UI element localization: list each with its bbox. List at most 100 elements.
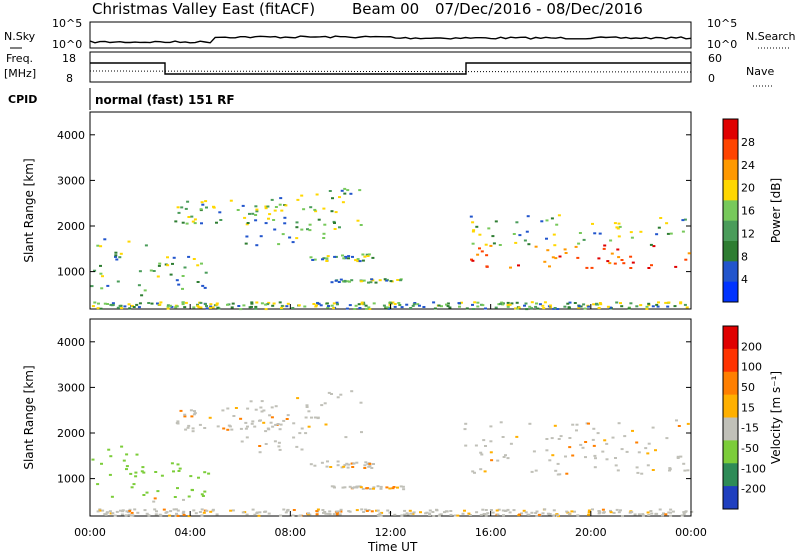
data-cell bbox=[296, 198, 300, 201]
data-cell bbox=[492, 242, 496, 245]
data-cell bbox=[166, 304, 170, 307]
data-cell bbox=[480, 453, 484, 456]
data-cell bbox=[592, 444, 596, 447]
data-cell bbox=[480, 250, 484, 253]
data-cell bbox=[587, 511, 591, 514]
data-cell bbox=[686, 422, 690, 425]
noise-left-label: N.Sky bbox=[4, 30, 36, 43]
data-cell bbox=[484, 509, 488, 511]
data-cell bbox=[365, 487, 369, 490]
data-cell bbox=[618, 225, 622, 228]
power-colorbar: 28 24 20 16 12 8 4 Power [dB] bbox=[722, 118, 783, 303]
data-cell bbox=[138, 270, 142, 273]
data-cell bbox=[514, 307, 518, 310]
data-cell bbox=[184, 301, 188, 304]
data-cell bbox=[612, 511, 616, 514]
data-cell bbox=[489, 244, 493, 247]
data-cell bbox=[650, 264, 653, 267]
data-cell bbox=[307, 425, 311, 428]
y-tick-label: 2000 bbox=[57, 427, 85, 440]
data-cell bbox=[172, 508, 176, 511]
noise-panel-frame bbox=[89, 21, 692, 49]
data-cell bbox=[389, 302, 393, 305]
data-cell bbox=[534, 245, 538, 248]
data-cell bbox=[568, 437, 572, 439]
data-cell bbox=[432, 301, 436, 304]
data-cell bbox=[111, 512, 115, 515]
data-cell bbox=[523, 239, 527, 242]
data-cell bbox=[543, 508, 547, 511]
noise-sky-trace bbox=[89, 35, 692, 44]
data-cell bbox=[283, 222, 287, 225]
data-cell bbox=[207, 472, 211, 475]
data-cell bbox=[342, 465, 346, 468]
data-cell bbox=[555, 223, 559, 226]
data-cell bbox=[376, 485, 380, 488]
data-cell bbox=[200, 493, 204, 496]
data-cell bbox=[579, 305, 583, 308]
data-cell bbox=[577, 242, 581, 245]
data-cell bbox=[106, 303, 109, 305]
data-cell bbox=[354, 259, 358, 262]
data-cell bbox=[526, 215, 530, 218]
data-cell bbox=[665, 222, 669, 225]
data-cell bbox=[240, 440, 244, 443]
data-cell bbox=[250, 301, 254, 304]
data-cell bbox=[571, 454, 575, 457]
data-cell bbox=[109, 455, 113, 458]
data-cell bbox=[579, 443, 583, 446]
data-cell bbox=[530, 511, 534, 514]
data-cell bbox=[621, 515, 624, 518]
data-cell bbox=[379, 485, 383, 488]
data-cell bbox=[356, 258, 360, 261]
colorbar-frame bbox=[722, 118, 739, 303]
data-cell bbox=[204, 303, 207, 306]
data-cell bbox=[174, 220, 178, 223]
data-cell bbox=[550, 217, 554, 220]
data-cell bbox=[356, 219, 360, 222]
data-cell bbox=[548, 459, 552, 462]
data-cell bbox=[155, 510, 158, 513]
data-cell bbox=[270, 406, 274, 409]
data-cell bbox=[472, 229, 476, 232]
data-cell bbox=[141, 466, 145, 469]
data-cell bbox=[230, 306, 234, 309]
data-cell bbox=[284, 204, 288, 207]
data-cell bbox=[174, 514, 178, 517]
data-cell bbox=[328, 513, 332, 516]
data-cell bbox=[471, 308, 475, 310]
data-cell bbox=[449, 510, 453, 512]
data-cell bbox=[363, 464, 367, 467]
data-cell bbox=[274, 405, 278, 408]
data-cell bbox=[471, 303, 474, 306]
data-cell bbox=[134, 471, 138, 474]
data-cell bbox=[396, 486, 399, 489]
data-cell bbox=[212, 205, 215, 208]
data-cell bbox=[592, 427, 596, 430]
data-cell bbox=[517, 306, 521, 309]
data-cell bbox=[99, 264, 102, 267]
data-cell bbox=[474, 444, 478, 447]
data-cell bbox=[280, 209, 284, 212]
data-cell bbox=[367, 509, 371, 512]
data-cell bbox=[254, 408, 258, 411]
data-cell bbox=[307, 512, 310, 515]
velocity-panel: 4000 3000 2000 1000 Slant Range [km] 200 100… bbox=[22, 318, 783, 518]
data-cell bbox=[690, 510, 694, 513]
data-cell bbox=[676, 455, 680, 458]
data-cell bbox=[605, 442, 609, 445]
colorbar-swatch bbox=[723, 463, 738, 487]
data-cell bbox=[243, 216, 247, 219]
data-cell bbox=[631, 429, 634, 432]
data-cell bbox=[331, 197, 334, 200]
data-cell bbox=[176, 509, 180, 512]
data-cell bbox=[391, 301, 395, 304]
data-cell bbox=[364, 461, 368, 464]
data-cell bbox=[166, 307, 170, 310]
data-cell bbox=[191, 427, 195, 430]
data-cell bbox=[103, 513, 107, 516]
data-cell bbox=[497, 303, 501, 306]
data-cell bbox=[362, 511, 366, 513]
data-cell bbox=[585, 266, 589, 269]
data-cell bbox=[478, 233, 482, 236]
